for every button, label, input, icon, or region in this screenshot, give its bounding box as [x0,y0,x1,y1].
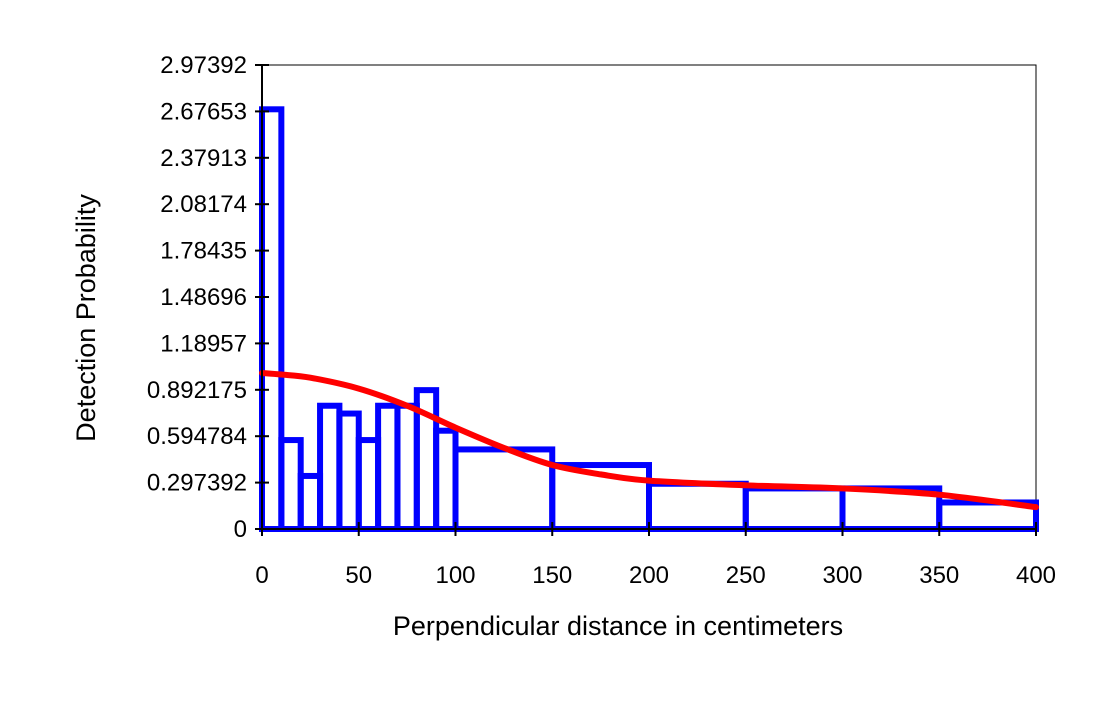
fitted-curve-line [259,369,1039,511]
y-axis-label: Detection Probability [71,194,101,442]
y-tick-label: 0.297392 [147,470,247,497]
y-tick-label: 2.97392 [160,52,247,79]
x-axis-label: Perpendicular distance in centimeters [393,611,843,641]
y-tick-label: 0.892175 [147,377,247,404]
y-tick-label: 2.37913 [160,145,247,172]
y-axis-ticks: 0 0.297392 0.594784 0.892175 1.18957 1.48696 1… [147,52,269,543]
plot-area [261,64,1037,530]
x-tick-label: 100 [435,562,475,589]
y-tick-label: 1.18957 [160,330,247,357]
y-tick-label: 2.08174 [160,191,247,218]
y-tick-label: 1.48696 [160,284,247,311]
x-tick-label: 400 [1016,562,1056,589]
y-tick-label: 0.594784 [147,423,247,450]
x-tick-label: 250 [726,562,766,589]
x-tick-label: 150 [532,562,572,589]
y-tick-label: 0 [234,516,247,543]
x-tick-label: 50 [345,562,372,589]
y-tick-label: 2.67653 [160,98,247,125]
x-tick-label: 300 [822,562,862,589]
x-tick-label: 200 [629,562,669,589]
x-tick-label: 350 [919,562,959,589]
x-axis-ticks: 0 50 100 150 200 250 300 350 400 [255,522,1056,589]
x-tick-label: 0 [255,562,268,589]
y-tick-label: 1.78435 [160,238,247,265]
